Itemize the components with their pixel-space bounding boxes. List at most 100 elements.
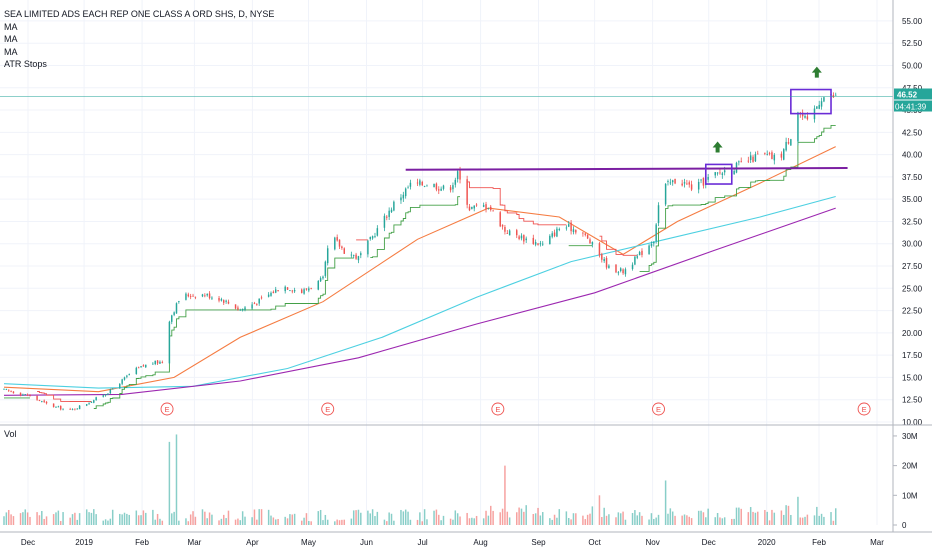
time-tick-label: Mar bbox=[188, 538, 202, 547]
volume-bar bbox=[421, 521, 423, 525]
candle-body bbox=[423, 186, 426, 187]
volume-bar bbox=[274, 519, 277, 525]
moving-average-layer bbox=[3, 146, 836, 396]
indicator-legend: SEA LIMITED ADS EACH REP ONE CLASS A ORD… bbox=[4, 8, 274, 71]
breakout-box bbox=[704, 163, 733, 185]
candle-body bbox=[123, 377, 126, 380]
candle-body bbox=[407, 187, 409, 189]
volume-bar bbox=[402, 511, 405, 525]
candle-body bbox=[62, 408, 64, 410]
candle-body bbox=[655, 224, 657, 241]
volume-bar bbox=[823, 516, 825, 525]
price-tick-label: 30.00 bbox=[902, 240, 923, 249]
candle-body bbox=[716, 172, 719, 174]
volume-bar bbox=[653, 518, 655, 525]
candle-body bbox=[300, 289, 303, 293]
volume-bar bbox=[456, 513, 459, 525]
volume-bar bbox=[159, 518, 161, 525]
volume-bar bbox=[608, 514, 610, 525]
volume-bar bbox=[350, 518, 353, 525]
candle-body bbox=[622, 269, 624, 274]
time-tick-label: Apr bbox=[246, 538, 259, 547]
candle-body bbox=[601, 254, 603, 260]
legend-ma-1[interactable]: MA bbox=[4, 21, 18, 32]
candle-body bbox=[820, 101, 823, 107]
candle-body bbox=[343, 248, 346, 254]
candle-body bbox=[468, 206, 471, 211]
volume-bar bbox=[657, 514, 660, 525]
candle-body bbox=[159, 361, 161, 364]
volume-bar bbox=[591, 506, 594, 525]
candle-body bbox=[690, 184, 693, 190]
volume-bar bbox=[466, 512, 468, 525]
candle-body bbox=[768, 153, 771, 155]
candle-body bbox=[475, 204, 478, 206]
volume-bar bbox=[119, 513, 121, 525]
volume-bar bbox=[26, 512, 29, 525]
candle-body bbox=[752, 156, 754, 162]
volume-bar bbox=[388, 512, 390, 525]
volume-bar bbox=[749, 507, 752, 525]
last-price-tag bbox=[894, 88, 932, 100]
candle-body bbox=[452, 185, 454, 190]
volume-bar bbox=[686, 515, 688, 525]
atr-stop-line bbox=[599, 235, 638, 256]
volume-bar bbox=[343, 519, 346, 525]
candle-body bbox=[303, 289, 305, 294]
candle-body bbox=[277, 290, 279, 292]
candle-body bbox=[253, 303, 256, 305]
candle-body bbox=[338, 239, 341, 247]
candle-body bbox=[352, 255, 355, 256]
resistance-trendline bbox=[405, 166, 848, 171]
candle-body bbox=[22, 394, 24, 396]
legend-ma-2[interactable]: MA bbox=[4, 34, 18, 44]
candle-body bbox=[175, 303, 178, 314]
legend-ma-3[interactable]: MA bbox=[4, 46, 18, 57]
volume-bar bbox=[102, 520, 104, 525]
volume-bar bbox=[128, 514, 130, 525]
volume-bar bbox=[201, 509, 204, 525]
volume-bar bbox=[308, 521, 310, 525]
volume-bar bbox=[173, 511, 175, 525]
volume-bar bbox=[688, 516, 690, 525]
candle-body bbox=[723, 170, 726, 173]
volume-legend[interactable]: Vol bbox=[4, 429, 17, 439]
candle-body bbox=[341, 246, 343, 249]
candle-body bbox=[55, 406, 57, 408]
volume-bar bbox=[475, 515, 478, 525]
price-tick-label: 22.50 bbox=[902, 307, 923, 316]
volume-bar bbox=[336, 519, 338, 525]
candle-body bbox=[516, 230, 518, 236]
volume-bar bbox=[655, 517, 657, 525]
symbol-title[interactable]: SEA LIMITED ADS EACH REP ONE CLASS A ORD… bbox=[4, 9, 275, 19]
volume-bar bbox=[601, 517, 603, 525]
candle-body bbox=[783, 149, 785, 160]
volume-bar bbox=[797, 496, 799, 525]
volume-bar bbox=[310, 521, 312, 525]
breakout-arrow-icon bbox=[712, 141, 723, 153]
legend-atr-stops[interactable]: ATR Stops bbox=[4, 59, 47, 69]
candle-body bbox=[631, 264, 634, 269]
volume-bar bbox=[549, 518, 551, 525]
volume-bar bbox=[400, 509, 402, 525]
volume-bar bbox=[473, 518, 475, 525]
volume-bar bbox=[360, 512, 362, 525]
candle-body bbox=[145, 364, 147, 368]
candle-body bbox=[272, 291, 275, 294]
volume-bar bbox=[683, 514, 686, 525]
candle-body bbox=[487, 208, 490, 209]
candle-body bbox=[178, 301, 180, 303]
volume-bar bbox=[241, 511, 244, 525]
price-tick-label: 47.50 bbox=[902, 84, 923, 93]
atr-stops-layer bbox=[4, 124, 836, 409]
candle-body bbox=[360, 253, 362, 256]
volume-bar bbox=[603, 507, 605, 525]
volume-bar bbox=[319, 509, 322, 525]
volume-bar bbox=[605, 515, 608, 525]
volume-bar bbox=[452, 519, 454, 525]
volume-tick-label: 20M bbox=[902, 462, 918, 471]
